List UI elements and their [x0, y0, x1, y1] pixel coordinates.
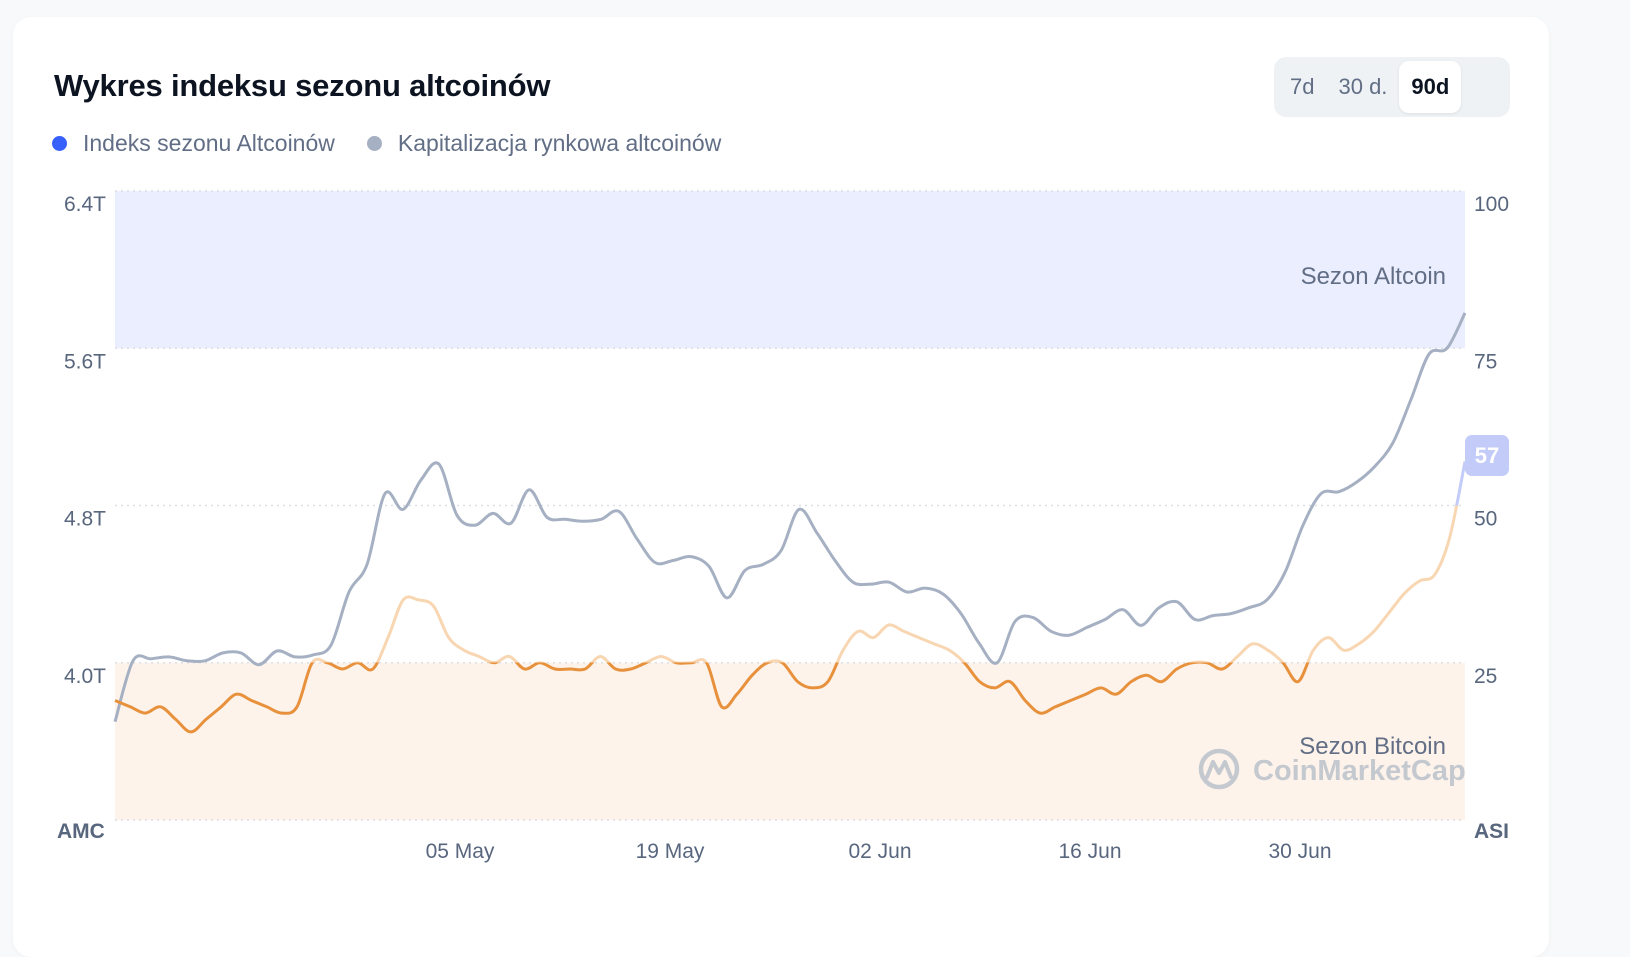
- left-tick-label: 4.0T: [64, 665, 106, 688]
- index-series: [114, 461, 1467, 734]
- bitcoin-season-label: Sezon Bitcoin: [1299, 733, 1446, 760]
- current-index-badge: 57: [1465, 435, 1509, 476]
- right-axis-name: ASI: [1474, 820, 1509, 843]
- x-tick-label: 02 Jun: [848, 840, 911, 863]
- cap-series: [113, 312, 1467, 723]
- cap-line: [113, 312, 1467, 723]
- legend: Indeks sezonu Altcoinów Kapitalizacja ry…: [52, 130, 753, 157]
- range-30d-button[interactable]: 30 d.: [1326, 61, 1399, 113]
- chart-title: Wykres indeksu sezonu altcoinów: [54, 68, 551, 103]
- season-zones: [115, 191, 1465, 820]
- left-tick-label: 6.4T: [64, 193, 106, 216]
- right-tick-label: 25: [1474, 665, 1497, 688]
- legend-item-altcoin-index[interactable]: Indeks sezonu Altcoinów: [52, 130, 335, 157]
- altcoin-season-zone: [115, 191, 1465, 349]
- altcoin-season-label: Sezon Altcoin: [1301, 263, 1446, 290]
- current-index-value: 57: [1475, 443, 1499, 468]
- x-tick-label: 30 Jun: [1268, 840, 1331, 863]
- x-tick-label: 19 May: [636, 840, 705, 863]
- coinmarketcap-logo-icon: [1198, 748, 1240, 790]
- range-90d-button[interactable]: 90d: [1399, 61, 1462, 113]
- x-tick-label: 05 May: [426, 840, 495, 863]
- range-7d-button[interactable]: 7d: [1278, 61, 1326, 113]
- left-axis-name: AMC: [57, 820, 105, 843]
- time-range-switch: 7d 30 d. 90d: [1274, 57, 1510, 117]
- left-tick-label: 5.6T: [64, 350, 106, 373]
- legend-dot-icon: [52, 136, 67, 151]
- watermark-text: CoinMarketCap: [1253, 755, 1466, 787]
- right-axis-ticks: 100 75 50 25: [1474, 193, 1509, 688]
- legend-label: Indeks sezonu Altcoinów: [83, 130, 335, 156]
- left-tick-label: 4.8T: [64, 508, 106, 531]
- x-tick-label: 16 Jun: [1058, 840, 1121, 863]
- bitcoin-season-zone: [115, 662, 1465, 820]
- right-tick-label: 50: [1474, 508, 1497, 531]
- right-tick-label: 75: [1474, 350, 1497, 373]
- right-tick-label: 100: [1474, 193, 1509, 216]
- legend-label: Kapitalizacja rynkowa altcoinów: [397, 130, 722, 156]
- index-line: [114, 461, 1467, 734]
- legend-item-altcoin-market-cap[interactable]: Kapitalizacja rynkowa altcoinów: [366, 130, 722, 157]
- legend-dot-icon: [366, 136, 382, 151]
- x-axis-ticks: 05 May 19 May 02 Jun 16 Jun 30 Jun: [426, 840, 1332, 863]
- left-axis-ticks: 6.4T 5.6T 4.8T 4.0T: [64, 193, 106, 688]
